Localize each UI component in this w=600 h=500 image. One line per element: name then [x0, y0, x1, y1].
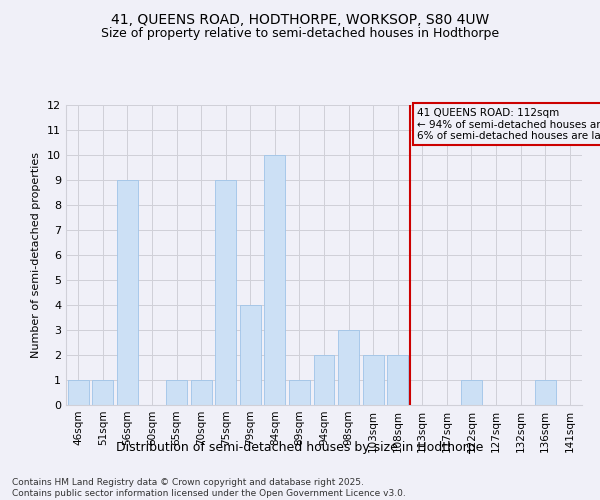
Bar — [362, 355, 383, 405]
Bar — [461, 380, 482, 405]
Y-axis label: Number of semi-detached properties: Number of semi-detached properties — [31, 152, 41, 358]
Bar — [289, 380, 310, 405]
Bar — [314, 355, 334, 405]
Bar — [338, 330, 359, 405]
Bar — [166, 380, 187, 405]
Bar — [117, 180, 138, 405]
Bar — [240, 305, 261, 405]
Bar — [92, 380, 113, 405]
Bar — [191, 380, 212, 405]
Text: 41, QUEENS ROAD, HODTHORPE, WORKSOP, S80 4UW: 41, QUEENS ROAD, HODTHORPE, WORKSOP, S80… — [111, 12, 489, 26]
Bar — [387, 355, 408, 405]
Bar — [265, 155, 286, 405]
Text: Contains HM Land Registry data © Crown copyright and database right 2025.
Contai: Contains HM Land Registry data © Crown c… — [12, 478, 406, 498]
Bar — [215, 180, 236, 405]
Text: Distribution of semi-detached houses by size in Hodthorpe: Distribution of semi-detached houses by … — [116, 441, 484, 454]
Bar — [535, 380, 556, 405]
Text: 41 QUEENS ROAD: 112sqm
← 94% of semi-detached houses are smaller (45)
6% of semi: 41 QUEENS ROAD: 112sqm ← 94% of semi-det… — [418, 108, 600, 140]
Bar — [68, 380, 89, 405]
Text: Size of property relative to semi-detached houses in Hodthorpe: Size of property relative to semi-detach… — [101, 28, 499, 40]
